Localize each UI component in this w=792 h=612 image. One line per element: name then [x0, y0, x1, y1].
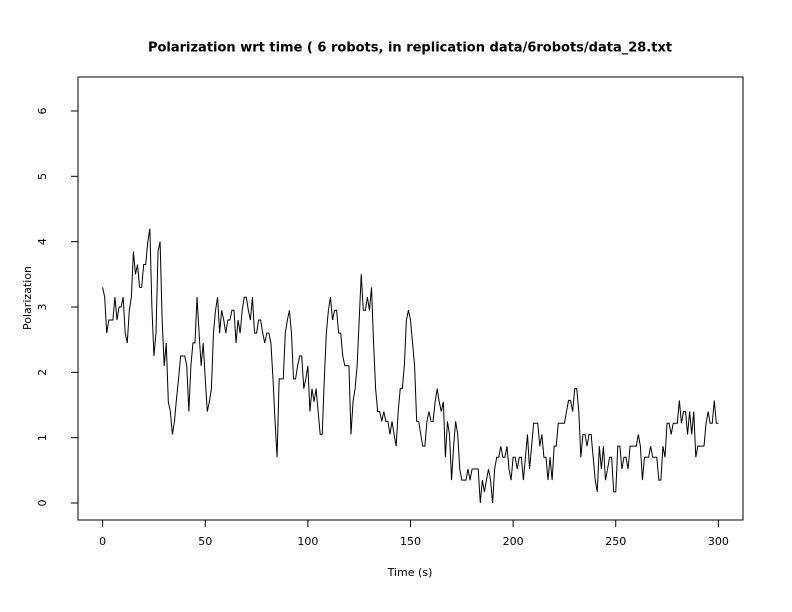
y-tick-label: 3	[36, 303, 49, 310]
y-tick-label: 1	[36, 434, 49, 441]
data-line	[102, 228, 719, 504]
y-tick-label: 4	[36, 238, 49, 245]
x-tick-label: 250	[605, 535, 626, 548]
y-tick-label: 2	[36, 369, 49, 376]
x-tick-label: 300	[708, 535, 729, 548]
x-tick-label: 0	[99, 535, 106, 548]
x-tick-label: 50	[198, 535, 212, 548]
x-tick-label: 100	[297, 535, 318, 548]
y-tick-label: 6	[36, 107, 49, 114]
y-tick-label: 5	[36, 173, 49, 180]
y-tick-label: 0	[36, 500, 49, 507]
x-tick-label: 150	[400, 535, 421, 548]
x-tick-label: 200	[503, 535, 524, 548]
chart-title: Polarization wrt time ( 6 robots, in rep…	[148, 41, 672, 56]
x-axis-label: Time (s)	[387, 566, 433, 579]
y-axis-label: Polarization	[21, 266, 34, 330]
